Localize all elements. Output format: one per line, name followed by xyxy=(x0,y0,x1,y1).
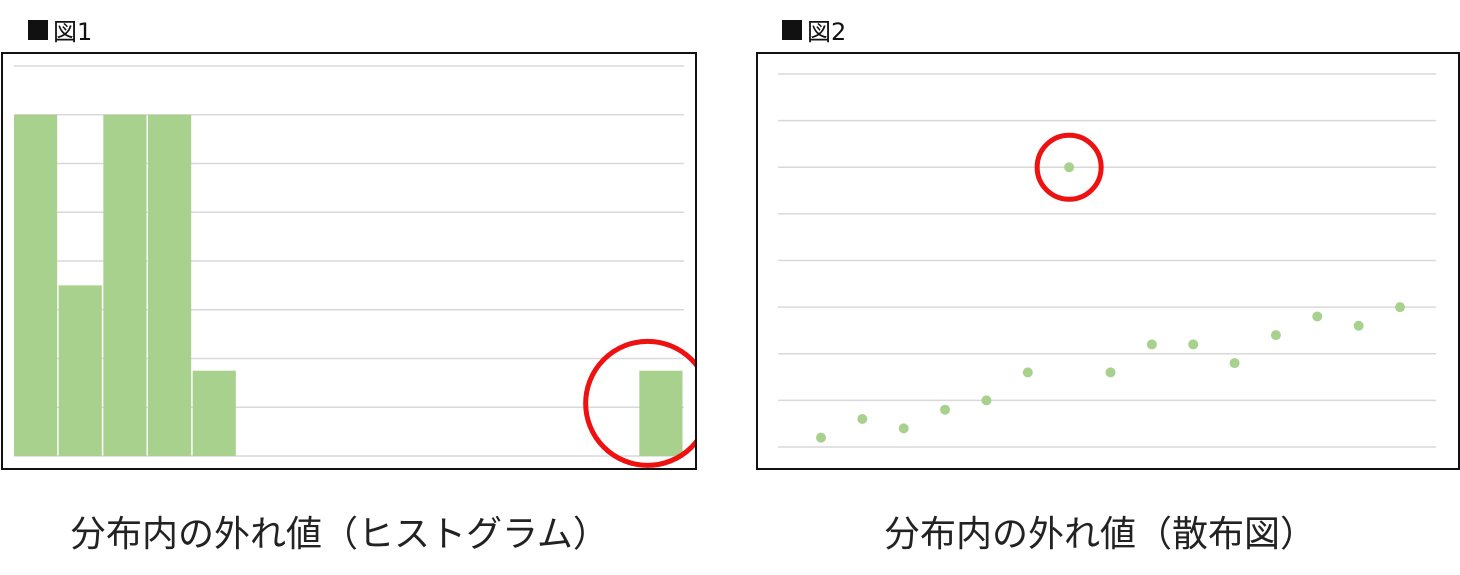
figure-1-label: 図1 xyxy=(28,12,92,47)
scatter-point xyxy=(1353,320,1364,331)
scatter-point xyxy=(981,395,992,406)
histogram-bar xyxy=(148,114,192,456)
scatter-point xyxy=(940,404,951,415)
scatter-point xyxy=(1188,339,1199,350)
scatter-point xyxy=(1395,302,1405,313)
histogram-bar xyxy=(58,285,102,456)
histogram-bar xyxy=(103,114,147,456)
figure-2-label: 図2 xyxy=(782,12,846,47)
outlier-highlight-circle xyxy=(583,338,695,468)
figure-2-label-text: 図2 xyxy=(807,18,847,46)
scatter-point xyxy=(857,414,868,425)
scatter-point xyxy=(1105,367,1116,378)
scatter-point xyxy=(1064,162,1075,173)
scatter-point xyxy=(816,432,826,443)
scatter-point xyxy=(1229,358,1240,369)
figure-1-label-text: 図1 xyxy=(53,18,93,46)
scatter-point xyxy=(1270,330,1281,341)
scatter-panel xyxy=(756,52,1460,470)
histogram-bar xyxy=(639,370,683,456)
black-square-icon xyxy=(28,19,48,40)
scatter-point xyxy=(898,423,909,434)
histogram-bar xyxy=(14,114,58,456)
scatter-point xyxy=(1022,367,1033,378)
histogram-bar xyxy=(192,370,236,456)
outlier-highlight-circle xyxy=(1034,132,1104,202)
scatter-point xyxy=(1146,339,1157,350)
scatter-point xyxy=(1312,311,1323,322)
histogram-panel xyxy=(1,52,697,470)
figure-1-caption: 分布内の外れ値（ヒストグラム） xyxy=(70,514,609,555)
histogram-chart xyxy=(14,65,695,468)
figure-2-caption: 分布内の外れ値（散布図） xyxy=(884,514,1317,555)
black-square-icon xyxy=(782,19,802,40)
scatter-chart xyxy=(778,73,1436,448)
